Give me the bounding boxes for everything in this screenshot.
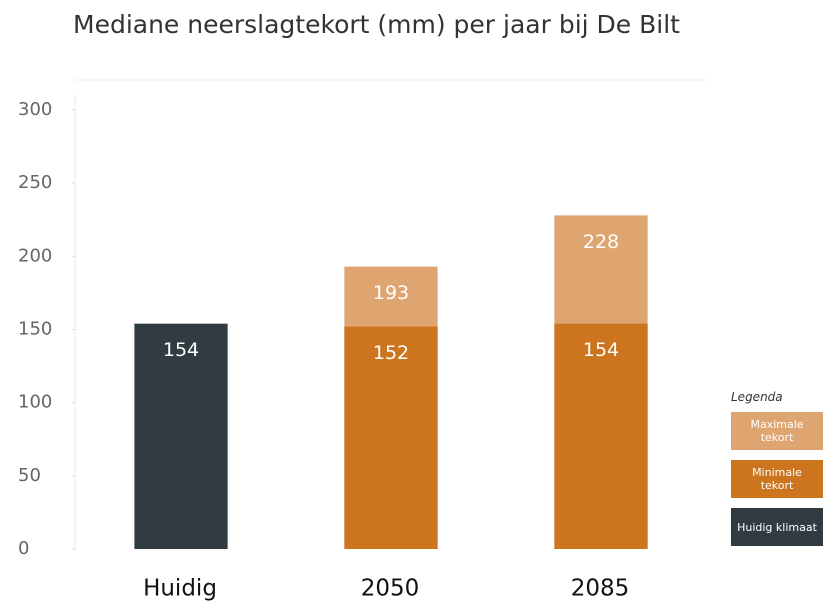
- y-tick-label: 0: [18, 538, 29, 559]
- value-label: 228: [583, 231, 619, 253]
- y-tick-label: 50: [18, 465, 41, 486]
- y-tick-label: 200: [18, 245, 52, 266]
- y-tick-label: 300: [18, 99, 52, 120]
- legend-title: Legenda: [731, 390, 783, 404]
- bar: [344, 326, 438, 549]
- bar: [554, 323, 648, 549]
- x-tick-label: 2085: [571, 576, 630, 602]
- x-tick-label: 2050: [361, 576, 420, 602]
- value-label: 154: [163, 339, 199, 361]
- legend-label: Maximale tekort: [750, 418, 804, 444]
- legend-label: Minimale tekort: [752, 466, 802, 492]
- y-tick-label: 150: [18, 319, 52, 340]
- legend-item: Minimale tekort: [731, 460, 823, 498]
- x-tick-label: Huidig: [143, 576, 217, 602]
- bar: [134, 323, 228, 549]
- legend: Legenda Maximale tekort Minimale tekort Hu…: [731, 388, 825, 556]
- legend-item: Huidig klimaat: [731, 508, 823, 546]
- value-label: 193: [373, 282, 409, 304]
- legend-label: Huidig klimaat: [737, 520, 817, 534]
- legend-item: Maximale tekort: [731, 412, 823, 450]
- value-label: 152: [373, 342, 409, 364]
- y-tick-label: 100: [18, 392, 52, 413]
- y-tick-label: 250: [18, 172, 52, 193]
- chart-title: Mediane neerslagtekort (mm) per jaar bij…: [73, 10, 680, 39]
- value-label: 154: [583, 339, 619, 361]
